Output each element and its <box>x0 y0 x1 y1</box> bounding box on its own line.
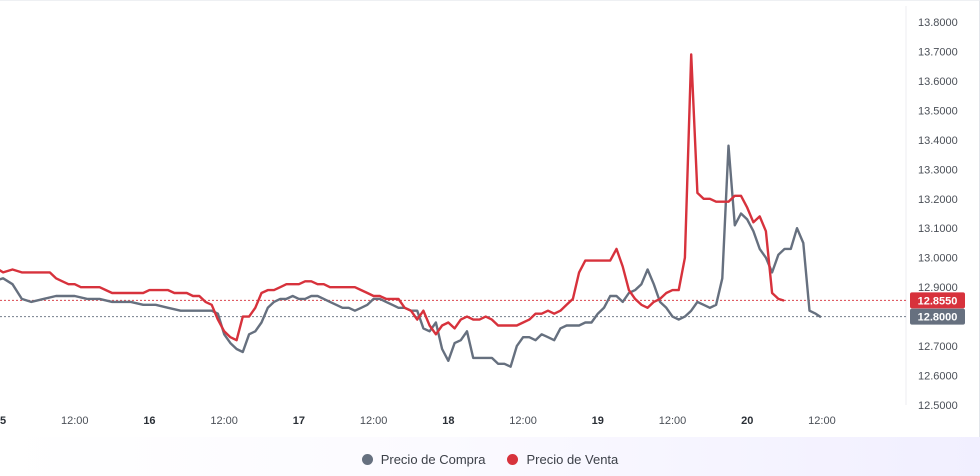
svg-text:12.8550: 12.8550 <box>918 295 958 307</box>
y-tick-label: 13.4000 <box>918 135 958 147</box>
y-tick-label: 13.8000 <box>918 17 958 29</box>
y-tick-label: 13.2000 <box>918 194 958 206</box>
y-tick-label: 13.3000 <box>918 164 958 176</box>
y-tick-label: 12.6000 <box>918 371 958 383</box>
legend-item-compra[interactable]: Precio de Compra <box>361 449 486 469</box>
x-tick-label: 19 <box>592 415 604 427</box>
x-tick-label: 12:00 <box>61 415 89 427</box>
y-tick-label: 12.5000 <box>918 400 958 412</box>
legend-dot-compra <box>361 453 373 465</box>
chart-card <box>0 0 980 439</box>
legend-dot-venta <box>507 453 519 465</box>
x-tick-label: 12:00 <box>509 415 537 427</box>
legend-item-venta[interactable]: Precio de Venta <box>507 449 618 469</box>
last-value-badge-compra: 12.8000 <box>910 308 965 325</box>
y-tick-label: 13.1000 <box>918 223 958 235</box>
legend-label-venta: Precio de Venta <box>526 451 619 467</box>
x-tick-label: 12:00 <box>210 415 238 427</box>
footer-band <box>0 437 980 476</box>
series-line-venta[interactable] <box>0 53 785 342</box>
y-tick-label: 13.5000 <box>918 105 958 117</box>
x-tick-label: 20 <box>741 415 753 427</box>
x-tick-label: 15 <box>0 415 6 427</box>
legend-label-compra: Precio de Compra <box>380 451 486 467</box>
y-tick-label: 12.9000 <box>918 282 958 294</box>
series-line-compra[interactable] <box>0 144 822 368</box>
x-tick-label: 12:00 <box>360 415 388 427</box>
y-tick-label: 12.7000 <box>918 341 958 353</box>
x-tick-label: 12:00 <box>808 415 836 427</box>
x-tick-label: 16 <box>143 415 155 427</box>
x-tick-label: 12:00 <box>659 415 687 427</box>
y-tick-label: 13.7000 <box>918 46 958 58</box>
y-tick-label: 13.6000 <box>918 76 958 88</box>
last-value-badge-venta: 12.8550 <box>910 292 965 309</box>
x-tick-label: 17 <box>293 415 305 427</box>
y-tick-label: 13.0000 <box>918 253 958 265</box>
price-line-chart: 13.8000 13.7000 13.6000 13.5000 13.4000 13.30… <box>0 6 965 427</box>
svg-text:12.8000: 12.8000 <box>918 312 958 324</box>
chart-legend: Precio de Compra Precio de Venta <box>0 449 980 469</box>
x-tick-label: 18 <box>442 415 454 427</box>
